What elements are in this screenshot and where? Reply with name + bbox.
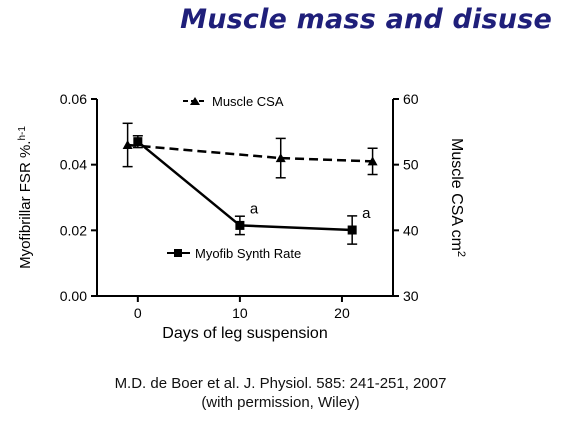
line-chart: Days of leg suspension Myofibrillar FSR … [17, 91, 468, 342]
data-point-muscle-csa [275, 153, 286, 163]
legend-muscle-csa-label: Muscle CSA [212, 94, 284, 109]
legend-triangle-marker [190, 97, 200, 105]
series-line-muscle-csa [127, 143, 373, 163]
plot-layer: 0.00 0.02 0.04 0.06 30 40 50 60 0 10 20 a a [60, 91, 419, 321]
citation-line-2: (with permission, Wiley) [201, 394, 360, 411]
right-tick-label: 60 [403, 91, 419, 107]
data-point-myofib-synth [235, 220, 245, 230]
legend-myofib-synth-rate: Myofib Synth Rate [167, 246, 301, 261]
right-tick-label: 30 [403, 288, 419, 304]
citation-line-1: M.D. de Boer et al. J. Physiol. 585: 241… [114, 375, 447, 392]
data-point-muscle-csa [122, 139, 133, 149]
legend-muscle-csa: Muscle CSA [183, 94, 284, 109]
x-tick-label: 0 [134, 305, 142, 321]
data-point-myofib-synth [133, 137, 143, 147]
left-tick-label: 0.04 [60, 157, 87, 173]
legend-myofib-label: Myofib Synth Rate [195, 246, 301, 261]
right-tick-label: 50 [403, 157, 419, 173]
x-tick-label: 20 [334, 305, 350, 321]
left-tick-label: 0.00 [60, 288, 87, 304]
x-axis-label: Days of leg suspension [162, 325, 327, 342]
left-axis-label-sup: h-1 [17, 126, 28, 141]
left-tick-label: 0.02 [60, 222, 87, 238]
significance-annotation: a [250, 200, 259, 217]
slide-title: Muscle mass and disuse [180, 4, 552, 35]
legend-square-marker [174, 249, 182, 257]
significance-annotation: a [362, 205, 371, 222]
x-tick-label: 10 [232, 305, 248, 321]
right-tick-label: 40 [403, 222, 419, 238]
data-point-myofib-synth [347, 225, 357, 235]
right-axis-label-text: Muscle CSA cm [448, 138, 465, 251]
right-axis-label-sup: 2 [455, 251, 467, 257]
left-axis-label: Myofibrillar FSR %.h-1 [17, 126, 35, 269]
right-axis-label: Muscle CSA cm2 [448, 138, 467, 257]
left-axis-label-text: Myofibrillar FSR %. [17, 141, 34, 269]
left-tick-label: 0.06 [60, 91, 87, 107]
data-point-muscle-csa [367, 156, 378, 166]
